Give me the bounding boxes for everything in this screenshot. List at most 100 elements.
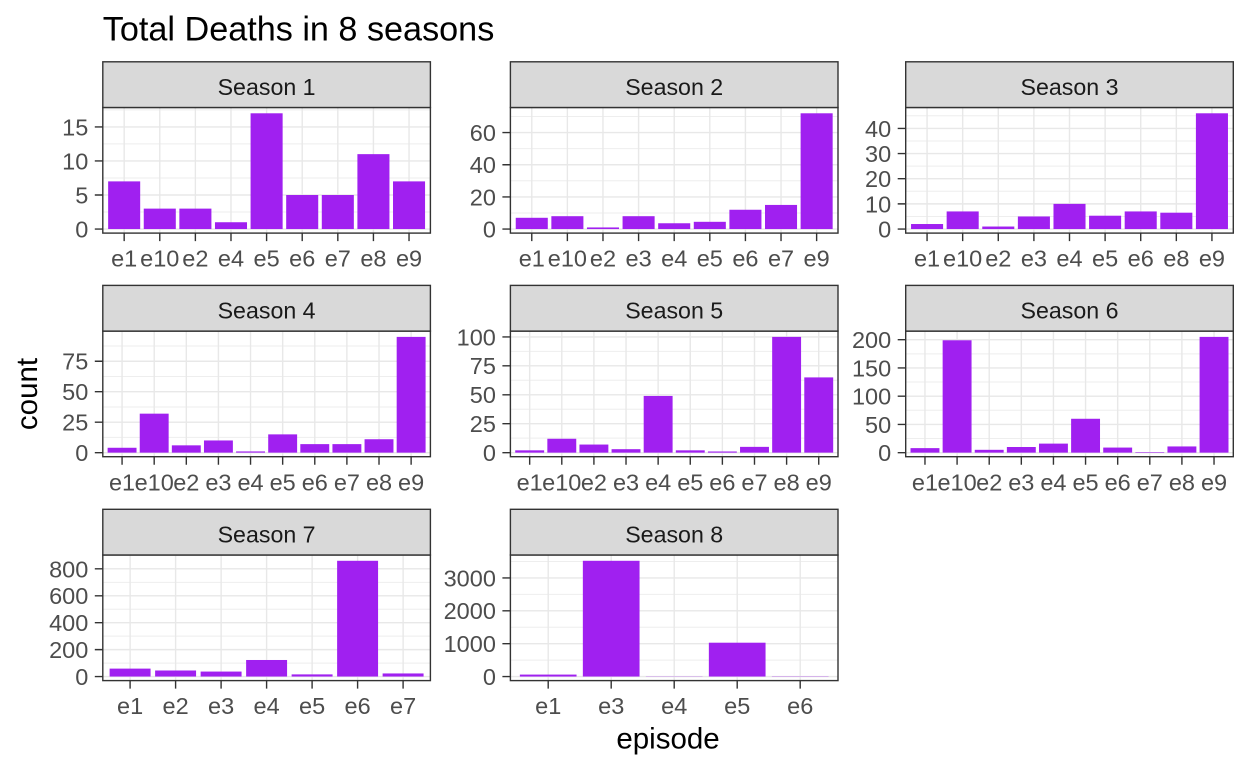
svg-text:e2: e2 (173, 469, 199, 495)
svg-text:e4: e4 (218, 246, 244, 272)
svg-text:e5: e5 (677, 469, 703, 495)
svg-text:e1: e1 (535, 693, 561, 719)
svg-text:e6: e6 (709, 469, 735, 495)
svg-text:800: 800 (49, 556, 88, 582)
svg-text:e3: e3 (613, 469, 639, 495)
svg-text:e6: e6 (1105, 469, 1131, 495)
svg-text:e9: e9 (806, 469, 832, 495)
svg-text:Season 7: Season 7 (218, 521, 316, 547)
svg-text:count: count (11, 358, 44, 430)
svg-text:e7: e7 (768, 246, 794, 272)
svg-text:e10: e10 (140, 246, 179, 272)
svg-text:e8: e8 (366, 469, 392, 495)
svg-text:10: 10 (62, 148, 88, 174)
svg-text:5: 5 (75, 182, 88, 208)
svg-text:e3: e3 (208, 693, 234, 719)
svg-text:e2: e2 (985, 246, 1011, 272)
svg-text:e3: e3 (598, 693, 624, 719)
svg-text:75: 75 (62, 349, 88, 375)
svg-text:e9: e9 (804, 246, 830, 272)
svg-text:50: 50 (470, 382, 496, 408)
svg-text:e1: e1 (117, 693, 143, 719)
svg-text:40: 40 (470, 152, 496, 178)
svg-text:e4: e4 (254, 693, 280, 719)
svg-text:e4: e4 (1040, 469, 1066, 495)
svg-text:25: 25 (62, 410, 88, 436)
svg-text:400: 400 (49, 610, 88, 636)
svg-text:3000: 3000 (444, 565, 496, 591)
svg-text:15: 15 (62, 114, 88, 140)
svg-text:20: 20 (470, 184, 496, 210)
svg-text:100: 100 (852, 384, 891, 410)
svg-text:e8: e8 (360, 246, 386, 272)
svg-text:e9: e9 (398, 469, 424, 495)
svg-text:e5: e5 (1092, 246, 1118, 272)
svg-text:e1: e1 (109, 469, 135, 495)
svg-text:episode: episode (616, 723, 719, 756)
svg-text:e8: e8 (1163, 246, 1189, 272)
svg-text:e4: e4 (661, 246, 687, 272)
svg-text:e10: e10 (943, 246, 982, 272)
svg-text:10: 10 (865, 191, 891, 217)
svg-text:e5: e5 (270, 469, 296, 495)
svg-text:0: 0 (483, 216, 496, 242)
svg-text:e5: e5 (724, 693, 750, 719)
svg-text:e2: e2 (182, 246, 208, 272)
svg-text:e7: e7 (334, 469, 360, 495)
svg-text:50: 50 (62, 379, 88, 405)
svg-text:0: 0 (75, 440, 88, 466)
svg-text:e2: e2 (581, 469, 607, 495)
svg-text:e5: e5 (299, 693, 325, 719)
svg-text:0: 0 (75, 664, 88, 690)
svg-text:e4: e4 (237, 469, 263, 495)
svg-text:Season 5: Season 5 (625, 297, 723, 323)
svg-text:e2: e2 (163, 693, 189, 719)
svg-text:e10: e10 (548, 246, 587, 272)
svg-text:e1: e1 (912, 469, 938, 495)
svg-text:e3: e3 (205, 469, 231, 495)
svg-text:e1: e1 (517, 469, 543, 495)
svg-text:e6: e6 (732, 246, 758, 272)
svg-text:60: 60 (470, 120, 496, 146)
svg-text:e2: e2 (590, 246, 616, 272)
svg-text:e5: e5 (254, 246, 280, 272)
svg-text:e6: e6 (289, 246, 315, 272)
svg-text:e6: e6 (1128, 246, 1154, 272)
svg-text:e1: e1 (519, 246, 545, 272)
svg-text:0: 0 (483, 664, 496, 690)
svg-text:25: 25 (470, 411, 496, 437)
svg-text:75: 75 (470, 353, 496, 379)
svg-text:e3: e3 (626, 246, 652, 272)
svg-text:200: 200 (852, 327, 891, 353)
svg-text:Total Deaths in 8 seasons: Total Deaths in 8 seasons (103, 11, 495, 49)
svg-text:0: 0 (483, 440, 496, 466)
svg-text:e3: e3 (1021, 246, 1047, 272)
svg-text:e6: e6 (787, 693, 813, 719)
svg-text:e7: e7 (325, 246, 351, 272)
svg-text:2000: 2000 (444, 598, 496, 624)
svg-text:Season 4: Season 4 (218, 297, 316, 323)
svg-text:e5: e5 (697, 246, 723, 272)
svg-text:150: 150 (852, 355, 891, 381)
svg-text:e7: e7 (390, 693, 416, 719)
svg-text:600: 600 (49, 583, 88, 609)
svg-text:e7: e7 (1137, 469, 1163, 495)
svg-text:Season 3: Season 3 (1021, 74, 1119, 100)
svg-text:e3: e3 (1008, 469, 1034, 495)
svg-text:1000: 1000 (444, 631, 496, 657)
svg-text:Season 8: Season 8 (625, 521, 723, 547)
svg-text:e6: e6 (345, 693, 371, 719)
svg-text:e7: e7 (741, 469, 767, 495)
svg-text:0: 0 (878, 440, 891, 466)
svg-text:e9: e9 (1199, 246, 1225, 272)
svg-text:0: 0 (75, 216, 88, 242)
svg-text:40: 40 (865, 116, 891, 142)
svg-text:e4: e4 (661, 693, 687, 719)
svg-text:e6: e6 (302, 469, 328, 495)
svg-text:20: 20 (865, 166, 891, 192)
svg-text:e8: e8 (1169, 469, 1195, 495)
svg-text:e10: e10 (135, 469, 174, 495)
svg-text:e1: e1 (111, 246, 137, 272)
svg-text:e8: e8 (774, 469, 800, 495)
svg-text:e5: e5 (1072, 469, 1098, 495)
